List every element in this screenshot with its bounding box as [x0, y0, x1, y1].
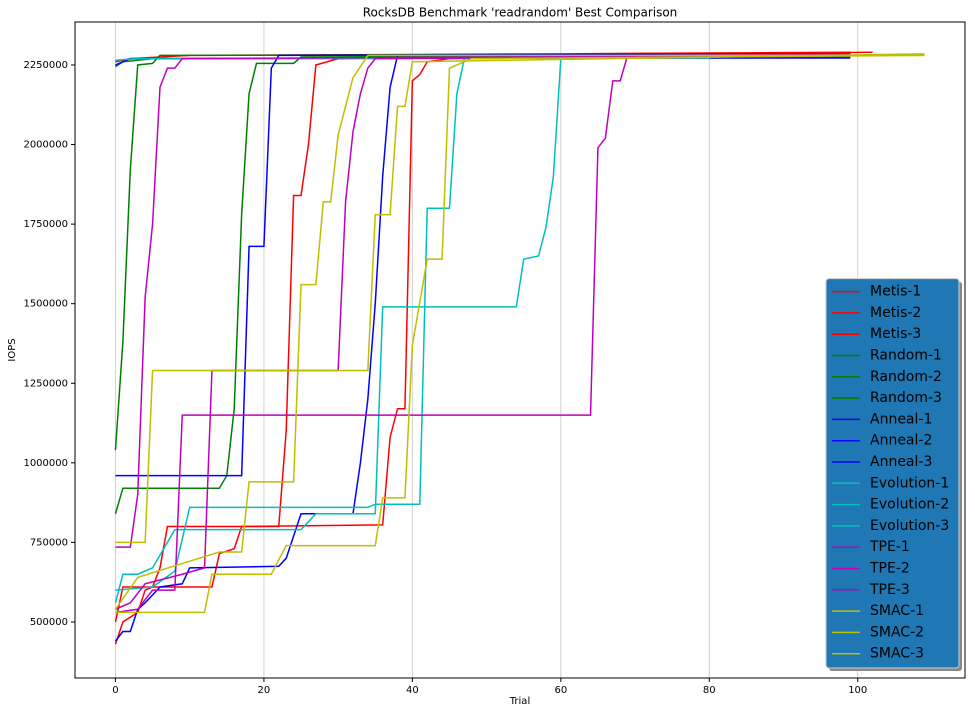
- legend-label: Evolution-3: [870, 518, 949, 534]
- y-tick-label: 1000000: [23, 458, 68, 469]
- series-line: [115, 54, 925, 614]
- x-tick-label: 60: [554, 685, 567, 696]
- series-line: [114, 54, 858, 623]
- legend: Metis-1 Metis-2 Metis-3 Random-1 Random-2 Ran…: [825, 278, 962, 671]
- series-line: [114, 51, 873, 645]
- series-line: [115, 53, 925, 544]
- legend-label: TPE-3: [869, 582, 910, 598]
- x-tick-label: 20: [258, 685, 271, 696]
- series-line: [115, 53, 851, 477]
- legend-label: Metis-2: [870, 305, 921, 321]
- y-tick-label: 1250000: [23, 378, 68, 389]
- series-line: [115, 53, 851, 614]
- x-tick-label: 0: [112, 685, 118, 696]
- x-axis-label: Trial: [509, 696, 530, 707]
- y-tick-label: 500000: [30, 617, 68, 628]
- legend-label: Metis-3: [870, 326, 921, 342]
- legend-label: Metis-1: [870, 284, 921, 300]
- legend-label: Evolution-2: [870, 497, 949, 513]
- series-line: [115, 54, 851, 548]
- legend-label: Anneal-2: [870, 433, 932, 449]
- series-line: [114, 53, 851, 642]
- x-tick-label: 40: [406, 685, 419, 696]
- legend-box: [825, 278, 960, 669]
- legend-label: SMAC-3: [870, 646, 924, 662]
- y-tick-label: 2250000: [23, 60, 68, 71]
- y-tick-label: 1750000: [23, 219, 68, 230]
- series-line: [115, 54, 851, 591]
- series-line: [114, 56, 710, 604]
- series-line: [114, 54, 851, 514]
- legend-label: TPE-1: [869, 539, 910, 555]
- legend-label: Random-3: [870, 390, 942, 406]
- legend-label: Anneal-3: [870, 454, 932, 470]
- legend-label: TPE-2: [869, 561, 910, 577]
- y-axis-label: IOPS: [7, 338, 18, 361]
- legend-label: Evolution-1: [870, 475, 949, 491]
- x-tick-label: 80: [703, 685, 716, 696]
- chart-title: RocksDB Benchmark 'readrandom' Best Comp…: [363, 6, 678, 20]
- y-tick-label: 2000000: [23, 140, 68, 151]
- legend-label: SMAC-2: [870, 624, 924, 640]
- y-tick-label: 750000: [30, 537, 68, 548]
- series-line: [114, 54, 925, 610]
- y-tick-label: 1500000: [23, 299, 68, 310]
- legend-label: SMAC-1: [870, 603, 924, 619]
- legend-label: Random-1: [870, 348, 942, 364]
- plot-frame: [74, 21, 966, 679]
- series-line: [114, 53, 851, 451]
- legend-label: Anneal-1: [870, 411, 932, 427]
- x-tick-label: 100: [848, 685, 867, 696]
- legend-label: Random-2: [870, 369, 942, 385]
